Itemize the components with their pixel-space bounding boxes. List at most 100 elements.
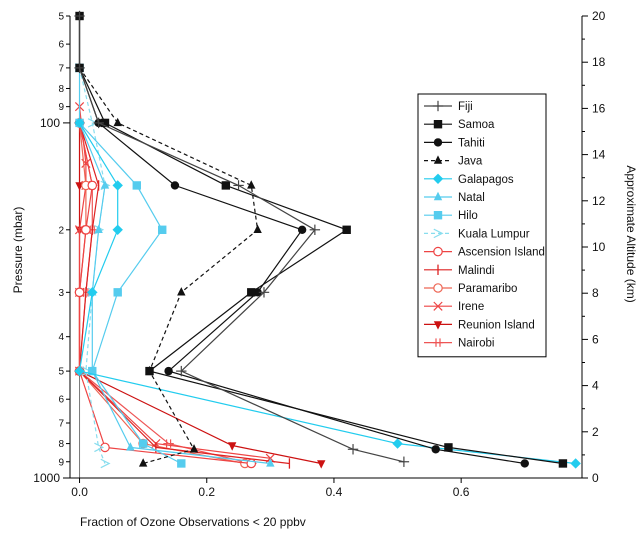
data-point-kuala-lumpur [94,442,105,453]
legend-item-tahiti: Tahiti [424,137,485,149]
altitude-tick-label: 20 [592,9,606,23]
x-tick-label: 0.4 [326,485,343,499]
data-point-hilo [113,288,122,297]
legend-item-malindi: Malindi [424,264,494,277]
x-tick-label: 0.6 [453,485,470,499]
y-minor-tick-label: 8 [58,439,64,450]
legend: Fiji Samoa Tahiti Java Galapagos Natal Hilo Kua… [417,93,547,358]
data-point-tahiti [520,459,529,468]
legend-marker-paramaribo [433,283,443,293]
legend-label-kuala-lumpur: Kuala Lumpur [458,228,530,240]
data-point-natal [126,442,135,451]
data-point-fiji [74,62,85,74]
data-point-java [177,287,186,296]
legend-label-nairobi: Nairobi [458,338,494,350]
series-fiji [74,10,410,467]
y-minor-tick-label: 7 [58,418,64,429]
data-point-hilo [132,181,141,190]
data-point-java [138,458,148,467]
data-point-java [113,117,122,127]
series-line-natal [78,122,271,465]
data-point-samoa [145,366,154,376]
legend-label-ascension-island: Ascension Island [458,247,545,259]
data-point-java [247,180,256,189]
legend-label-java: Java [458,156,483,168]
legend-item-paramaribo: Paramaribo [424,283,517,295]
data-point-natal [94,224,103,233]
legend-label-fiji: Fiji [458,101,473,113]
legend-label-irene: Irene [458,301,484,313]
data-point-fiji [93,117,104,129]
legend-item-reunion-island: Reunion Island [424,319,535,331]
data-point-galapagos [392,438,403,449]
legend-item-galapagos: Galapagos [424,173,514,186]
altitude-tick-label: 0 [592,471,599,485]
y-minor-tick-label: 9 [58,102,64,113]
legend-item-irene: Irene [424,301,484,313]
legend-label-paramaribo: Paramaribo [458,283,517,295]
legend-marker-java [433,155,443,164]
altitude-tick-label: 2 [592,425,599,439]
data-point-reunion-island [317,460,326,469]
altitude-tick-label: 18 [592,55,606,69]
series-natal [75,117,275,467]
legend-box [417,93,547,358]
data-point-java [253,224,262,233]
y-minor-tick-label: 6 [58,395,64,406]
data-point-galapagos [570,458,581,469]
series-layer [74,10,581,469]
legend-marker-nairobi [432,338,444,347]
altitude-tick-label: 6 [592,332,599,346]
legend-marker-natal [433,191,443,201]
data-point-samoa [100,118,110,128]
data-point-nairobi [163,439,174,448]
legend-item-kuala-lumpur: Kuala Lumpur [424,228,530,240]
data-point-galapagos [87,287,98,298]
data-point-samoa [444,443,453,452]
legend-label-reunion-island: Reunion Island [458,319,535,331]
y-minor-tick-label: 5 [58,367,64,378]
legend-item-natal: Natal [424,191,485,204]
legend-marker-hilo [433,211,443,220]
data-point-fiji [176,365,187,377]
data-point-galapagos [112,224,123,235]
series-line-hilo [78,67,182,465]
legend-marker-samoa [433,120,443,129]
data-point-tahiti [297,225,307,234]
data-point-ascension-island [81,224,91,235]
legend-item-nairobi: Nairobi [424,338,494,350]
legend-item-ascension-island: Ascension Island [424,247,545,259]
y-major-tick-label: 100 [40,116,60,130]
left-axis-title: Pressure (mbar) [11,207,25,294]
y-minor-tick-label: 7 [58,63,64,74]
legend-label-tahiti: Tahiti [458,137,485,149]
y-minor-tick-label: 3 [58,288,64,299]
altitude-tick-label: 16 [592,101,606,115]
data-point-reunion-island [227,442,237,451]
y-minor-tick-label: 2 [58,225,64,236]
y-minor-tick-label: 8 [58,84,64,95]
data-point-natal [266,458,275,467]
right-axis-title: Approximate Altitude (km) [624,165,638,302]
data-point-fiji [347,444,359,455]
data-point-ascension-island [87,180,98,191]
data-point-natal [100,180,110,189]
data-point-galapagos [74,117,85,129]
legend-item-java: Java [424,155,483,168]
data-point-fiji [74,10,85,22]
data-point-tahiti [170,181,180,190]
data-point-hilo [177,459,186,468]
data-point-ascension-island [100,442,110,453]
legend-label-hilo: Hilo [458,210,478,222]
legend-item-samoa: Samoa [424,119,495,131]
data-point-ascension-island [74,287,85,298]
data-point-galapagos [74,365,85,377]
legend-label-malindi: Malindi [458,265,494,277]
data-point-samoa [247,288,256,297]
legend-marker-galapagos [432,173,444,184]
altitude-tick-label: 8 [592,286,599,300]
altitude-tick-label: 14 [592,148,606,162]
legend-marker-fiji [432,100,444,112]
